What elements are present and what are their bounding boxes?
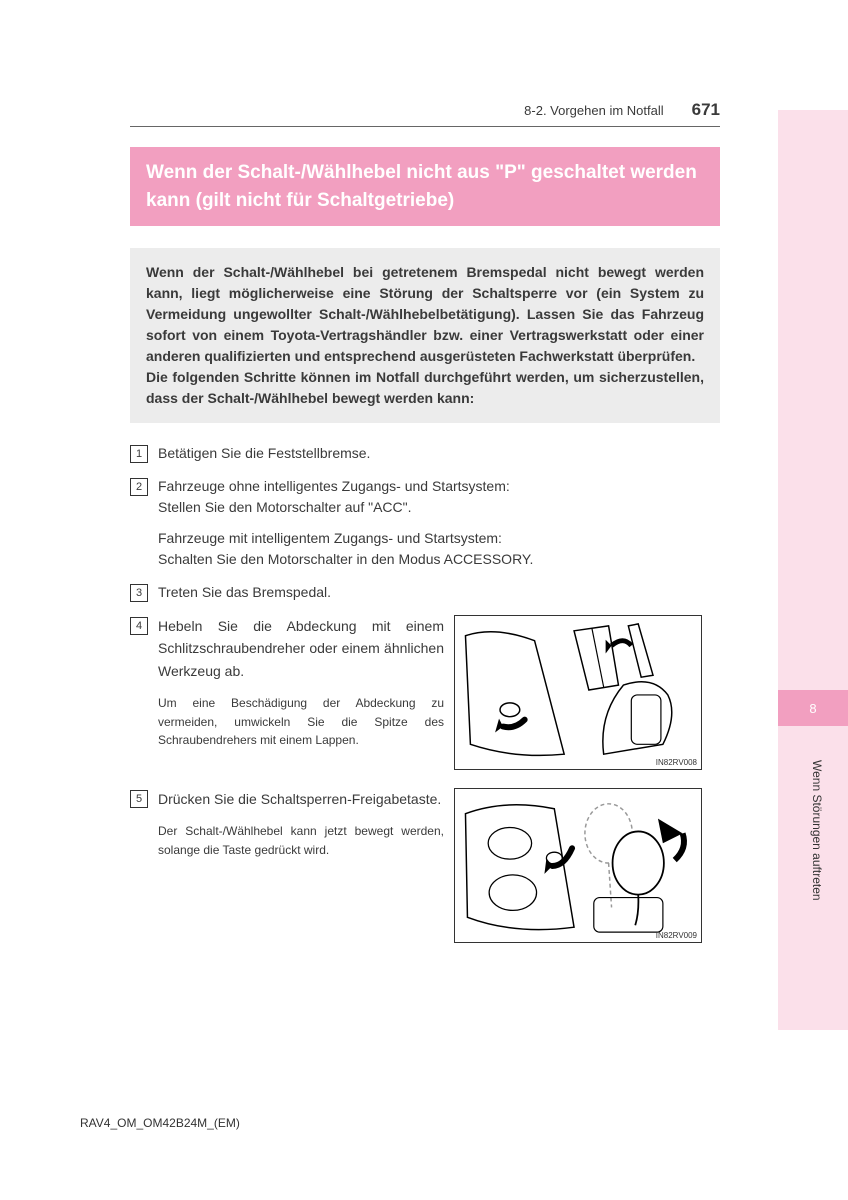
step-5-main: Drücken Sie die Schaltsperren-Freigabeta… bbox=[158, 788, 444, 810]
steps-list: 1 Betätigen Sie die Feststellbremse. 2 F… bbox=[130, 443, 720, 943]
step-4: 4 Hebeln Sie die Abdeckung mit einem Sch… bbox=[130, 615, 720, 770]
step-2-line4: Schalten Sie den Motorschalter in den Mo… bbox=[158, 549, 720, 570]
page-content: 8-2. Vorgehen im Notfall 671 Wenn der Sc… bbox=[130, 100, 720, 961]
step-1: 1 Betätigen Sie die Feststellbremse. bbox=[130, 443, 720, 464]
step-text-column: Drücken Sie die Schaltsperren-Freigabeta… bbox=[158, 788, 444, 860]
step-2-line1: Fahrzeuge ohne intelligentes Zugangs- un… bbox=[158, 476, 720, 497]
chapter-title-vertical: Wenn Störungen auftreten bbox=[810, 760, 824, 901]
step-4-main: Hebeln Sie die Abdeckung mit einem Schli… bbox=[158, 615, 444, 682]
step-number: 3 bbox=[130, 584, 148, 602]
shift-cover-illustration-icon bbox=[455, 616, 701, 769]
intro-text: Wenn der Schalt-/Wählhebel bei getretene… bbox=[146, 264, 704, 406]
step-5: 5 Drücken Sie die Schaltsperren-Freigabe… bbox=[130, 788, 720, 943]
shift-release-illustration-icon bbox=[455, 789, 701, 942]
footer-code: RAV4_OM_OM42B24M_(EM) bbox=[80, 1116, 240, 1130]
step-2: 2 Fahrzeuge ohne intelligentes Zugangs- … bbox=[130, 476, 720, 570]
step-number: 1 bbox=[130, 445, 148, 463]
chapter-tab: 8 bbox=[778, 690, 848, 726]
step-text: Treten Sie das Bremspedal. bbox=[158, 582, 720, 603]
chapter-number: 8 bbox=[809, 701, 816, 716]
figure-label: IN82RV009 bbox=[656, 931, 697, 940]
step-number: 2 bbox=[130, 478, 148, 496]
step-text: Fahrzeuge ohne intelligentes Zugangs- un… bbox=[158, 476, 720, 570]
step-3: 3 Treten Sie das Bremspedal. bbox=[130, 582, 720, 603]
page-header: 8-2. Vorgehen im Notfall 671 bbox=[130, 100, 720, 120]
step-2-line2: Stellen Sie den Motorschalter auf "ACC". bbox=[158, 497, 720, 518]
figure-1: IN82RV008 bbox=[454, 615, 702, 770]
page-number: 671 bbox=[692, 100, 720, 120]
step-number: 4 bbox=[130, 617, 148, 635]
step-number: 5 bbox=[130, 790, 148, 808]
step-4-note: Um eine Beschädigung der Abdeckung zu ve… bbox=[158, 694, 444, 750]
figure-label: IN82RV008 bbox=[656, 758, 697, 767]
page-title: Wenn der Schalt-/Wählhebel nicht aus "P"… bbox=[130, 147, 720, 226]
step-2-line3: Fahrzeuge mit intelligentem Zugangs- und… bbox=[158, 528, 720, 549]
header-rule bbox=[130, 126, 720, 127]
step-text: Betätigen Sie die Feststellbremse. bbox=[158, 443, 720, 464]
step-5-note: Der Schalt-/Wählhebel kann jetzt bewegt … bbox=[158, 822, 444, 859]
step-text-column: Hebeln Sie die Abdeckung mit einem Schli… bbox=[158, 615, 444, 750]
section-label: 8-2. Vorgehen im Notfall bbox=[524, 103, 663, 118]
figure-2: IN82RV009 bbox=[454, 788, 702, 943]
intro-box: Wenn der Schalt-/Wählhebel bei getretene… bbox=[130, 248, 720, 423]
